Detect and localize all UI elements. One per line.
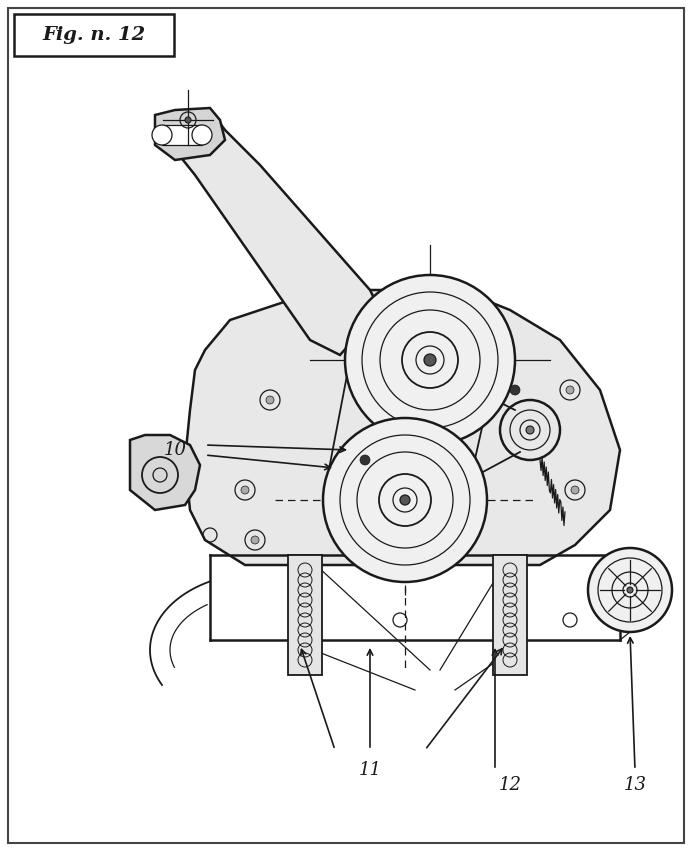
Circle shape xyxy=(360,455,370,465)
Bar xyxy=(14,14,174,56)
Circle shape xyxy=(192,125,212,145)
Circle shape xyxy=(424,354,436,366)
Text: 13: 13 xyxy=(623,776,646,794)
Bar xyxy=(288,555,322,675)
Circle shape xyxy=(241,486,249,494)
Bar xyxy=(162,125,202,145)
Circle shape xyxy=(627,587,633,593)
Circle shape xyxy=(323,418,487,582)
Text: 11: 11 xyxy=(358,761,381,779)
Circle shape xyxy=(185,117,191,123)
Circle shape xyxy=(400,495,410,505)
Polygon shape xyxy=(185,290,620,565)
Bar xyxy=(493,555,527,675)
Circle shape xyxy=(566,386,574,394)
Circle shape xyxy=(266,396,274,404)
Text: 12: 12 xyxy=(498,776,522,794)
Circle shape xyxy=(588,548,672,632)
Polygon shape xyxy=(175,110,380,355)
Circle shape xyxy=(345,275,515,445)
Polygon shape xyxy=(155,108,225,160)
Text: Fig. n. 12: Fig. n. 12 xyxy=(42,26,145,44)
Circle shape xyxy=(526,426,534,434)
Circle shape xyxy=(571,486,579,494)
Polygon shape xyxy=(130,435,200,510)
Circle shape xyxy=(152,125,172,145)
Circle shape xyxy=(251,536,259,544)
Text: 10: 10 xyxy=(163,441,187,459)
Circle shape xyxy=(510,385,520,395)
